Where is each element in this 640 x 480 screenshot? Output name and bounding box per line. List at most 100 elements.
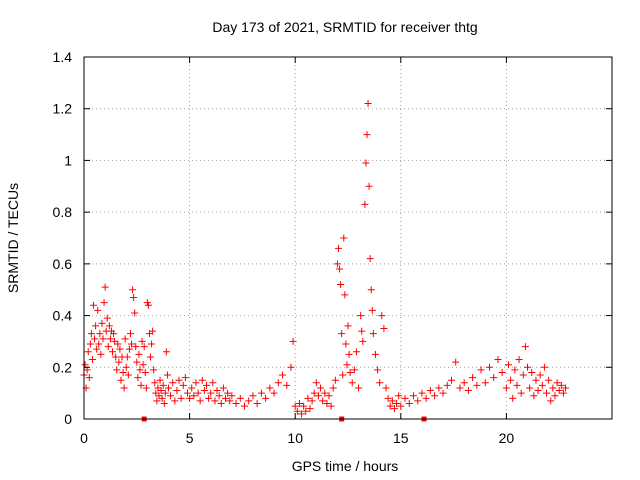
data-point <box>219 384 227 392</box>
x-tick-label: 0 <box>80 430 88 446</box>
data-point <box>331 376 339 384</box>
y-tick-label: 0 <box>64 411 72 427</box>
data-point <box>192 379 200 387</box>
data-point <box>129 286 137 294</box>
data-point <box>312 379 320 387</box>
data-point <box>562 384 570 392</box>
data-point <box>100 299 108 307</box>
data-point <box>371 350 379 358</box>
data-point <box>469 374 477 382</box>
data-point <box>521 343 529 351</box>
data-point <box>464 387 472 395</box>
data-point <box>190 392 198 400</box>
data-point <box>122 363 130 371</box>
data-point <box>509 394 517 402</box>
x-tick-label: 20 <box>499 430 515 446</box>
data-point <box>435 384 443 392</box>
data-point <box>95 340 103 348</box>
data-point <box>85 374 93 382</box>
data-point <box>367 286 375 294</box>
data-point <box>374 366 382 374</box>
data-point <box>346 368 354 376</box>
data-point <box>363 131 371 139</box>
y-tick-label: 0.6 <box>53 256 73 272</box>
data-point <box>343 361 351 369</box>
data-point <box>171 397 179 405</box>
data-point <box>236 394 244 402</box>
data-point <box>414 397 422 405</box>
data-point <box>136 366 144 374</box>
data-point <box>141 368 149 376</box>
data-point <box>298 410 306 418</box>
data-point <box>515 356 523 364</box>
data-point <box>134 374 142 382</box>
data-point <box>198 376 206 384</box>
data-point <box>279 371 287 379</box>
data-point <box>511 366 519 374</box>
data-point <box>112 353 120 361</box>
data-point <box>245 397 253 405</box>
data-point <box>253 399 261 407</box>
data-point <box>93 345 101 353</box>
chart-title: Day 173 of 2021, SRMTID for receiver tht… <box>212 19 477 35</box>
data-point <box>119 368 127 376</box>
data-point <box>287 363 295 371</box>
data-point <box>125 345 133 353</box>
data-point <box>426 387 434 395</box>
data-point <box>418 389 426 397</box>
data-point <box>167 392 175 400</box>
data-point <box>109 348 117 356</box>
data-point <box>222 394 230 402</box>
data-point <box>532 376 540 384</box>
data-point <box>559 389 567 397</box>
data-point <box>409 392 417 400</box>
data-point <box>173 387 181 395</box>
data-point <box>283 381 291 389</box>
data-point <box>526 384 534 392</box>
data-point <box>334 244 342 252</box>
data-point <box>123 353 131 361</box>
x-tick-labels: 0 5 10 15 20 <box>80 430 514 446</box>
data-point <box>87 330 95 338</box>
data-point <box>443 381 451 389</box>
data-point <box>321 389 329 397</box>
data-point <box>369 330 377 338</box>
data-point <box>540 363 548 371</box>
y-tick-label: 1 <box>64 152 72 168</box>
data-point <box>452 358 460 366</box>
data-point <box>366 255 374 263</box>
data-point <box>202 381 210 389</box>
data-point <box>121 335 129 343</box>
data-point <box>502 384 510 392</box>
data-point <box>365 182 373 190</box>
data-point <box>153 397 161 405</box>
data-point <box>289 337 297 345</box>
y-tick-label: 0.2 <box>53 359 73 375</box>
data-point <box>304 394 312 402</box>
data-point <box>135 350 143 358</box>
data-point <box>211 397 219 405</box>
data-point <box>513 381 521 389</box>
x-tick-label: 10 <box>287 430 303 446</box>
data-point <box>186 394 194 402</box>
data-point <box>249 392 257 400</box>
data-point <box>138 337 146 345</box>
data-point <box>86 340 94 348</box>
data-point <box>494 356 502 364</box>
data-point <box>545 376 553 384</box>
data-point <box>177 394 185 402</box>
data-point <box>126 330 134 338</box>
data-point <box>519 371 527 379</box>
data-point <box>323 399 331 407</box>
data-point <box>361 200 369 208</box>
data-point <box>481 379 489 387</box>
data-point <box>179 381 187 389</box>
data-point <box>344 322 352 330</box>
data-point <box>149 327 157 335</box>
data-point <box>345 350 353 358</box>
data-point <box>388 397 396 405</box>
data-point <box>378 312 386 320</box>
data-point <box>133 358 141 366</box>
data-point <box>169 379 177 387</box>
